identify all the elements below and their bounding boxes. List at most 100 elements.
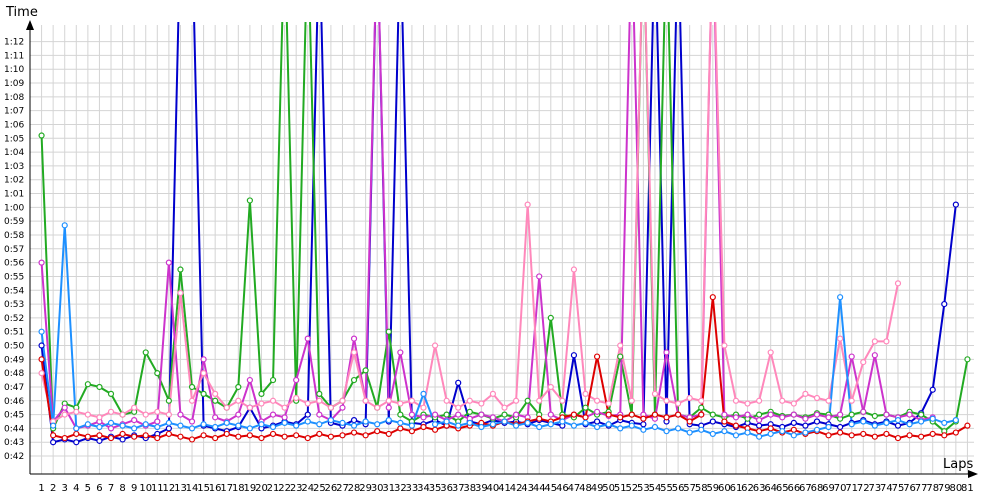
x-tick-label: 60 xyxy=(718,483,731,494)
x-tick-label: 28 xyxy=(348,483,361,494)
lap-marker xyxy=(478,400,485,407)
lap-marker xyxy=(617,353,624,360)
lap-marker xyxy=(339,397,346,404)
lap-marker xyxy=(802,429,809,436)
x-tick-label: 27 xyxy=(336,483,349,494)
lap-marker xyxy=(131,433,138,440)
series-line xyxy=(40,225,957,438)
lap-marker xyxy=(281,404,288,411)
lap-marker xyxy=(756,433,763,440)
lap-marker xyxy=(38,328,45,335)
lap-marker xyxy=(420,414,427,421)
lap-marker xyxy=(593,397,601,404)
x-tick-label: 25 xyxy=(313,483,326,494)
lap-marker xyxy=(374,428,381,435)
lap-marker xyxy=(790,426,797,433)
series-line xyxy=(40,22,933,430)
lap-marker xyxy=(397,425,404,432)
lap-marker xyxy=(524,397,531,404)
x-tick-label: 50 xyxy=(602,483,615,494)
y-tick-label: 1:08 xyxy=(4,93,24,103)
lap-marker xyxy=(154,418,161,425)
lap-marker xyxy=(316,397,323,404)
lap-marker xyxy=(756,428,763,435)
lap-marker xyxy=(674,425,682,432)
lap-marker xyxy=(628,411,635,418)
lap-marker xyxy=(374,421,381,428)
x-tick-label: 75 xyxy=(892,483,905,494)
grid xyxy=(30,25,974,474)
lap-marker xyxy=(709,411,716,418)
lap-marker xyxy=(443,411,450,418)
lap-marker xyxy=(871,433,878,440)
lap-marker xyxy=(431,426,439,433)
lap-marker xyxy=(235,411,242,418)
lap-marker xyxy=(779,428,786,435)
lap-marker xyxy=(327,404,335,411)
lap-marker xyxy=(617,414,624,421)
y-axis-arrow xyxy=(26,20,34,30)
x-tick-label: 17 xyxy=(220,483,233,494)
lap-marker xyxy=(570,266,578,273)
lap-marker xyxy=(489,390,497,397)
lap-marker xyxy=(165,425,172,432)
y-axis-title: Time xyxy=(5,5,38,20)
lap-marker xyxy=(38,370,45,377)
lap-marker xyxy=(258,390,265,397)
lap-marker xyxy=(848,411,855,418)
lap-marker xyxy=(489,414,497,421)
lap-marker xyxy=(790,400,797,407)
lap-marker xyxy=(339,432,346,439)
lap-marker xyxy=(420,404,427,411)
lap-marker xyxy=(316,421,323,428)
lap-marker xyxy=(212,434,219,442)
x-tick-label: 55 xyxy=(660,483,673,494)
lap-marker xyxy=(293,376,300,384)
lap-marker xyxy=(628,422,635,429)
lap-marker xyxy=(883,419,890,426)
lap-marker xyxy=(304,411,311,418)
lap-marker xyxy=(686,418,693,425)
x-tick-label: 72 xyxy=(857,483,870,494)
lap-marker xyxy=(918,433,925,440)
lap-marker xyxy=(663,349,670,356)
lap-marker xyxy=(235,422,242,429)
lap-marker xyxy=(96,414,103,421)
lap-marker xyxy=(269,397,277,404)
x-tick-label: 3 xyxy=(62,483,68,494)
lap-marker xyxy=(825,397,832,404)
lap-marker xyxy=(385,328,392,335)
lap-marker xyxy=(860,430,867,438)
lap-marker xyxy=(744,411,751,418)
lap-marker xyxy=(165,430,172,438)
lap-marker xyxy=(825,432,832,439)
x-tick-label: 26 xyxy=(325,483,338,494)
lap-marker xyxy=(536,415,543,422)
lap-marker xyxy=(790,411,797,418)
x-tick-label: 80 xyxy=(949,483,962,494)
lap-marker xyxy=(431,342,439,349)
lap-marker xyxy=(362,432,369,439)
y-tick-label: 0:53 xyxy=(4,300,24,310)
lap-marker xyxy=(38,259,45,266)
lap-marker xyxy=(212,414,219,421)
lap-marker xyxy=(593,423,601,431)
lap-marker xyxy=(38,132,45,139)
lap-marker xyxy=(756,417,763,424)
y-tick-label: 0:49 xyxy=(4,355,24,365)
lap-marker xyxy=(281,414,288,421)
lap-marker xyxy=(848,432,855,439)
lap-marker xyxy=(455,411,462,418)
y-tick-label: 1:05 xyxy=(4,134,24,144)
lap-marker xyxy=(894,434,902,442)
lap-marker xyxy=(547,411,554,418)
lap-marker xyxy=(177,433,184,440)
lap-marker xyxy=(802,415,809,422)
lap-marker xyxy=(837,423,844,431)
lap-marker xyxy=(223,419,230,426)
lap-marker xyxy=(304,335,311,342)
lap-marker xyxy=(756,411,763,418)
lap-marker xyxy=(408,428,416,435)
lap-marker xyxy=(119,430,126,438)
lap-marker xyxy=(246,404,253,411)
